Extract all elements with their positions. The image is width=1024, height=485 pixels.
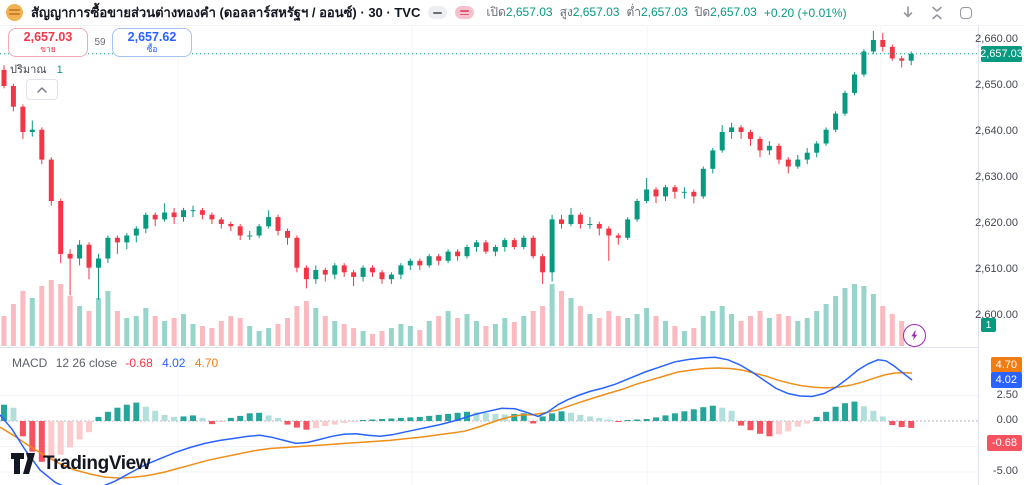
macd-indicator-canvas[interactable] xyxy=(0,348,978,485)
open-value: 2,657.03 xyxy=(505,5,553,19)
minimize-pill-icon[interactable] xyxy=(428,6,448,19)
price-tick-label: 2,640.00 xyxy=(975,125,1018,137)
lightning-icon xyxy=(911,330,918,341)
pane-divider[interactable] xyxy=(0,347,1024,348)
spread-value: 59 xyxy=(94,37,106,48)
price-tick-label: 2,660.00 xyxy=(975,33,1018,45)
volume-legend: ปริมาณ 1 xyxy=(10,60,63,78)
macd-tick-label: 0.00 xyxy=(996,414,1018,426)
macd-hist-value: -0.68 xyxy=(125,356,153,370)
price-tick-label: 2,630.00 xyxy=(975,171,1018,183)
open-label: เปิด xyxy=(486,5,506,19)
high-label: สูง xyxy=(559,5,573,19)
buy-price: 2,657.62 xyxy=(127,30,177,45)
close-value: 2,657.03 xyxy=(710,5,757,19)
tradingview-logo[interactable]: TradingView xyxy=(10,452,151,475)
price-tick-label: 2,610.00 xyxy=(975,263,1018,275)
volume-label[interactable]: ปริมาณ xyxy=(10,64,47,76)
price-axis[interactable]: 2,660.00 2,650.00 2,640.00 2,630.00 2,620.00… xyxy=(975,0,1024,485)
sell-button[interactable]: 2,657.03 ขาย xyxy=(8,28,88,57)
macd-legend[interactable]: MACD 12 26 close -0.68 4.02 4.70 xyxy=(12,356,218,370)
macd-line-value: 4.02 xyxy=(162,356,186,370)
close-label: ปิด xyxy=(694,5,711,19)
macd-name: MACD xyxy=(12,356,48,370)
sell-price: 2,657.03 xyxy=(23,30,73,45)
macd-params: 12 26 close xyxy=(55,356,118,370)
macd-hist-badge: -0.68 xyxy=(986,434,1022,451)
download-icon[interactable] xyxy=(900,5,916,21)
ohlc-readout: เปิด2,657.03 สูง2,657.03 ต่ำ2,657.03 ปิด… xyxy=(486,3,846,22)
change-value: +0.20 (+0.01%) xyxy=(763,5,847,20)
price-tick-label: 2,650.00 xyxy=(975,79,1018,91)
macd-tick-label: 2.50 xyxy=(996,388,1018,401)
toolbar-actions xyxy=(900,5,974,21)
tradingview-logo-icon xyxy=(11,453,35,474)
volume-axis-badge: 1 xyxy=(981,318,996,332)
high-value: 2,657.03 xyxy=(572,5,620,19)
collapse-icon[interactable] xyxy=(929,5,945,21)
symbol-title[interactable]: สัญญาการซื้อขายส่วนต่างทองคำ (ดอลลาร์สหร… xyxy=(31,5,421,20)
lightning-button[interactable] xyxy=(903,324,926,347)
buy-button[interactable]: 2,657.62 ซื้อ xyxy=(112,28,192,57)
current-price-badge: 2,657.03 xyxy=(980,45,1023,62)
volume-value: 1 xyxy=(56,64,63,76)
chart-toolbar: สัญญาการซื้อขายส่วนต่างทองคำ (ดอลลาร์สหร… xyxy=(0,0,1024,26)
sell-label: ขาย xyxy=(40,43,56,54)
gold-instrument-icon xyxy=(6,4,23,21)
collapse-trade-panel-button[interactable] xyxy=(26,79,58,100)
macd-line-badge: 4.02 xyxy=(990,371,1022,388)
trade-widget: 2,657.03 ขาย 59 2,657.62 ซื้อ xyxy=(8,28,192,57)
chevron-up-icon xyxy=(37,86,47,93)
low-value: 2,657.03 xyxy=(641,5,688,19)
price-tick-label: 2,620.00 xyxy=(975,217,1018,229)
price-chart-canvas[interactable] xyxy=(0,26,978,348)
watchlist-pill-icon[interactable] xyxy=(455,6,475,19)
low-label: ต่ำ xyxy=(626,5,641,19)
buy-label: ซื้อ xyxy=(146,43,158,54)
screenshot-icon[interactable] xyxy=(958,5,974,21)
macd-tick-label: -5.00 xyxy=(992,465,1018,477)
macd-signal-badge: 4.70 xyxy=(990,356,1022,373)
tradingview-logo-text: TradingView xyxy=(43,452,151,474)
macd-signal-value: 4.70 xyxy=(194,356,219,370)
